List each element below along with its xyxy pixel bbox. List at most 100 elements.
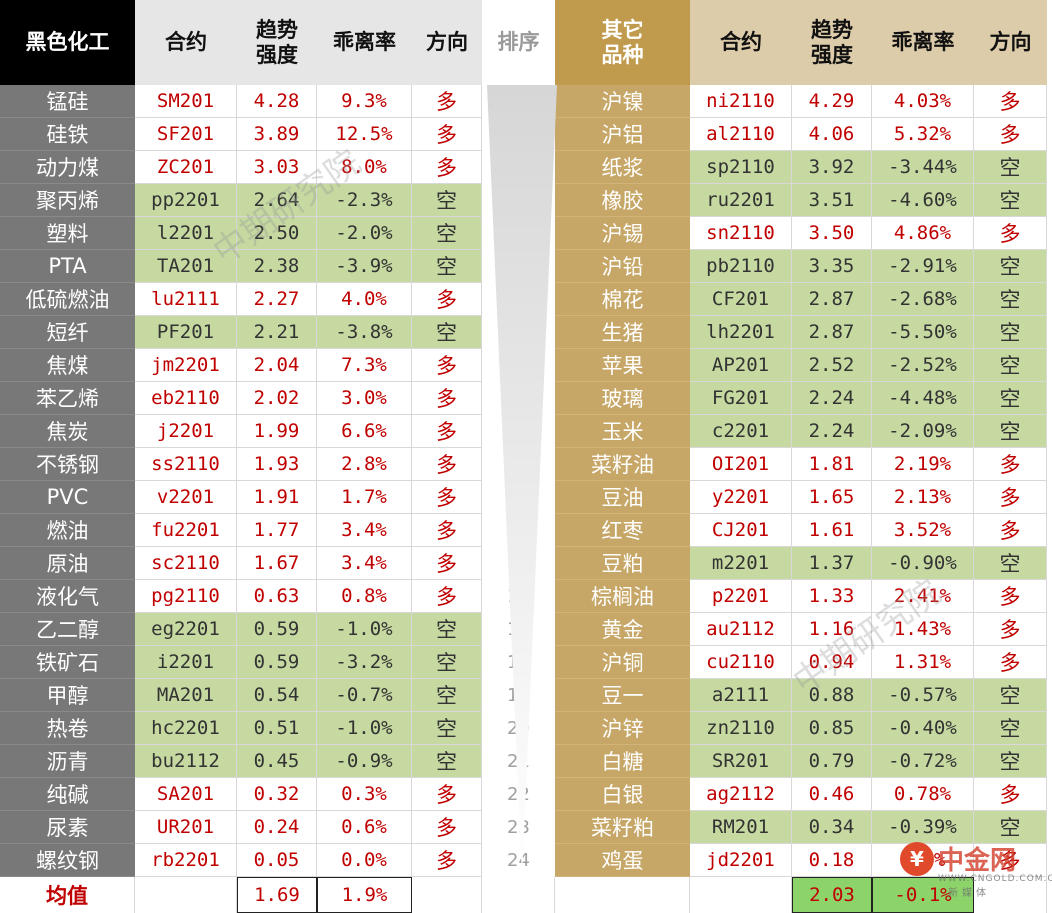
left-name-cell: 不锈钢: [0, 448, 135, 481]
right-direction-cell: 空: [974, 184, 1047, 217]
header-contract: 合约: [135, 0, 237, 85]
left-direction-cell: 空: [412, 613, 482, 646]
right-direction-cell: 空: [974, 151, 1047, 184]
left-name-cell: 焦煤: [0, 349, 135, 382]
right-direction-cell: 空: [974, 415, 1047, 448]
left-name-cell: 燃油: [0, 514, 135, 547]
left-deviation-cell: -2.0%: [317, 217, 412, 250]
left-name-cell: 塑料: [0, 217, 135, 250]
rank-cell: 23: [507, 817, 530, 838]
left-contract-cell: rb2201: [135, 844, 237, 877]
right-deviation-cell: -2.68%: [872, 283, 974, 316]
right-direction-cell: 空: [974, 250, 1047, 283]
left-contract-cell: eg2201: [135, 613, 237, 646]
right-direction-cell: 多: [974, 481, 1047, 514]
right-contract-cell: zn2110: [690, 712, 792, 745]
rank-cell: 6: [512, 256, 525, 277]
left-direction-cell: 多: [412, 151, 482, 184]
left-deviation-cell: 3.4%: [317, 514, 412, 547]
right-name-cell: 豆油: [555, 481, 690, 514]
right-strength-cell: 0.34: [792, 811, 872, 844]
left-strength-cell: 0.24: [237, 811, 317, 844]
left-direction-cell: 多: [412, 481, 482, 514]
left-strength-cell: 2.04: [237, 349, 317, 382]
left-strength-cell: 0.51: [237, 712, 317, 745]
right-name-cell: 沪铝: [555, 118, 690, 151]
left-direction-cell: 多: [412, 415, 482, 448]
left-direction-cell: 多: [412, 448, 482, 481]
right-contract-cell: au2112: [690, 613, 792, 646]
left-contract-cell: sc2110: [135, 547, 237, 580]
left-strength-cell: 3.03: [237, 151, 317, 184]
right-name-cell: 棉花: [555, 283, 690, 316]
header-trend-right-line2: 强度: [811, 42, 853, 67]
rank-cell: 1: [512, 91, 525, 112]
right-contract-cell: SR201: [690, 745, 792, 778]
right-contract-cell: ag2112: [690, 778, 792, 811]
left-deviation-cell: -3.8%: [317, 316, 412, 349]
right-strength-cell: 0.18: [792, 844, 872, 877]
left-direction-cell: 多: [412, 811, 482, 844]
left-name-cell: 甲醇: [0, 679, 135, 712]
header-trend-strength: 趋势 强度: [237, 0, 317, 85]
right-deviation-cell: -2.52%: [872, 349, 974, 382]
right-deviation-cell: 2.41%: [872, 580, 974, 613]
right-strength-cell: 2.24: [792, 382, 872, 415]
right-direction-cell: 空: [974, 316, 1047, 349]
right-strength-cell: 4.29: [792, 85, 872, 118]
right-contract-cell: ni2110: [690, 85, 792, 118]
left-name-cell: PVC: [0, 481, 135, 514]
left-contract-cell: jm2201: [135, 349, 237, 382]
right-contract-cell: a2111: [690, 679, 792, 712]
left-deviation-cell: 7.3%: [317, 349, 412, 382]
header-trend-strength-right: 趋势 强度: [792, 0, 872, 85]
left-strength-cell: 1.93: [237, 448, 317, 481]
rank-cell: 8: [512, 322, 525, 343]
right-direction-cell: 空: [974, 811, 1047, 844]
left-deviation-cell: 0.3%: [317, 778, 412, 811]
rank-cell: 11: [507, 421, 530, 442]
left-name-cell: 沥青: [0, 745, 135, 778]
left-name-cell: 锰硅: [0, 85, 135, 118]
rank-cell: 14: [507, 520, 530, 541]
right-name-cell: 沪铜: [555, 646, 690, 679]
left-strength-cell: 1.77: [237, 514, 317, 547]
right-direction-cell: 多: [974, 448, 1047, 481]
left-strength-cell: 4.28: [237, 85, 317, 118]
footer-blank-right-contract: [690, 877, 792, 913]
right-deviation-cell: -2.09%: [872, 415, 974, 448]
right-direction-cell: 空: [974, 349, 1047, 382]
right-deviation-cell: 1.43%: [872, 613, 974, 646]
right-name-cell: 沪铅: [555, 250, 690, 283]
right-name-cell: 菜籽油: [555, 448, 690, 481]
right-contract-cell: pb2110: [690, 250, 792, 283]
right-contract-cell: OI201: [690, 448, 792, 481]
left-contract-cell: j2201: [135, 415, 237, 448]
footer-blank-right-name: [555, 877, 690, 913]
right-deviation-cell: -0.57%: [872, 679, 974, 712]
right-strength-cell: 0.94: [792, 646, 872, 679]
left-strength-cell: 2.64: [237, 184, 317, 217]
right-direction-cell: 多: [974, 217, 1047, 250]
right-strength-cell: 1.81: [792, 448, 872, 481]
left-name-cell: 苯乙烯: [0, 382, 135, 415]
right-deviation-cell: 3.52%: [872, 514, 974, 547]
right-deviation-cell: 5.32%: [872, 118, 974, 151]
header-direction-label: 方向: [426, 30, 468, 54]
right-contract-cell: CF201: [690, 283, 792, 316]
right-deviation-cell: -0.40%: [872, 712, 974, 745]
left-deviation-cell: -0.7%: [317, 679, 412, 712]
left-name-cell: 热卷: [0, 712, 135, 745]
left-direction-cell: 空: [412, 250, 482, 283]
header-deviation-right: 乖离率: [872, 0, 974, 85]
rank-cell: 4: [512, 190, 525, 211]
left-deviation-cell: -0.9%: [317, 745, 412, 778]
right-contract-cell: al2110: [690, 118, 792, 151]
right-direction-cell: 多: [974, 778, 1047, 811]
right-strength-cell: 1.65: [792, 481, 872, 514]
left-name-cell: 动力煤: [0, 151, 135, 184]
header-right-group: 其它 品种: [555, 0, 690, 85]
left-strength-cell: 0.59: [237, 646, 317, 679]
left-deviation-cell: 0.6%: [317, 811, 412, 844]
